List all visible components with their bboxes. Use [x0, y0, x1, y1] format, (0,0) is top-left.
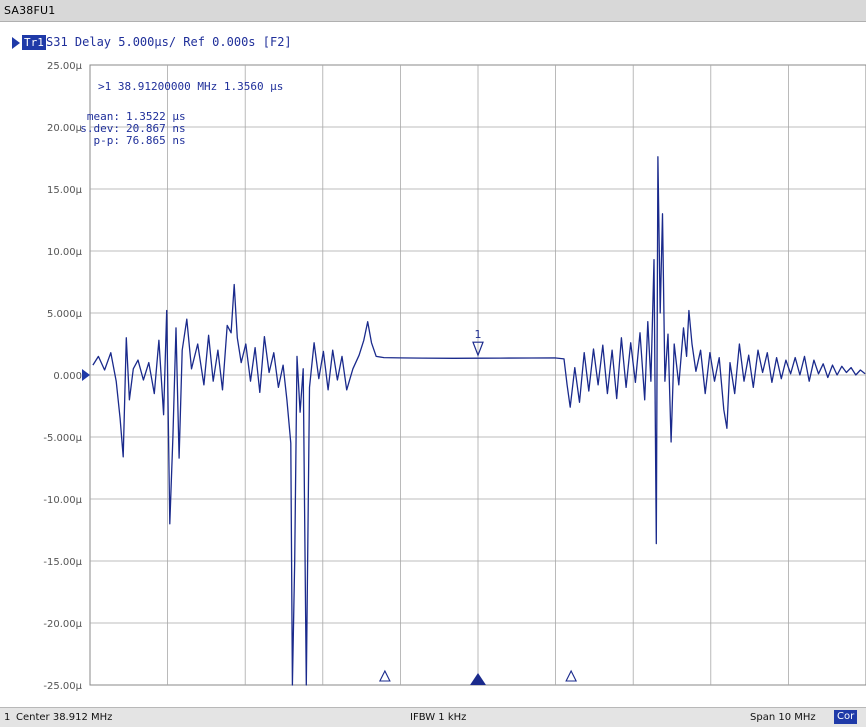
marker-1-label: 1	[475, 328, 482, 341]
trace-header[interactable]: Tr1 S31 Delay 5.000µs/ Ref 0.000s [F2]	[0, 32, 866, 54]
marker-readout-line: >1 38.91200000 MHz 1.3560 µs	[98, 80, 283, 93]
center-marker-icon	[470, 673, 486, 685]
trace-line	[92, 156, 866, 686]
y-tick-label: 20.00µ	[47, 123, 83, 134]
y-tick-label: -10.00µ	[43, 495, 82, 506]
stat-sdev-label: s.dev:	[80, 122, 120, 135]
stat-sdev-value: 20.867 ns	[126, 122, 186, 135]
marker-1-triangle-icon	[472, 341, 484, 357]
stat-mean-value: 1.3522 µs	[126, 110, 186, 123]
y-tick-label: 5.000µ	[47, 309, 83, 320]
bottom-marker-outline-icon	[378, 669, 391, 682]
window-title-bar: SA38FU1	[0, 0, 866, 22]
status-bar: 1 Center 38.912 MHz IFBW 1 kHz Span 10 M…	[0, 707, 866, 727]
y-tick-label: -15.00µ	[43, 557, 82, 568]
correction-badge[interactable]: Cor	[834, 710, 858, 724]
y-tick-label: -25.00µ	[43, 681, 82, 692]
channel-number[interactable]: 1	[4, 712, 11, 723]
ifbw-setting[interactable]: IFBW 1 kHz	[410, 712, 467, 723]
y-tick-label: 15.00µ	[47, 185, 83, 196]
y-tick-label: 25.00µ	[47, 61, 83, 72]
trace-header-text[interactable]: S31 Delay 5.000µs/ Ref 0.000s [F2]	[46, 35, 292, 49]
y-tick-label: 0.000	[53, 371, 82, 382]
span-setting[interactable]: Span 10 MHz	[750, 712, 816, 723]
stat-pp-value: 76.865 ns	[126, 134, 186, 147]
reference-level-arrow-icon	[82, 369, 90, 381]
y-tick-label: -20.00µ	[43, 619, 82, 630]
trace-series	[82, 156, 866, 686]
active-trace-arrow-icon	[12, 37, 20, 49]
bottom-marker-outline-icon	[565, 669, 578, 682]
window-title: SA38FU1	[4, 4, 56, 17]
y-tick-label: 10.00µ	[47, 247, 83, 258]
stat-mean-label: mean:	[87, 110, 120, 123]
marker-readout: >1 38.91200000 MHz 1.3560 µs mean: 1.352…	[80, 80, 283, 147]
trace-badge[interactable]: Tr1	[22, 35, 46, 50]
center-frequency[interactable]: Center 38.912 MHz	[16, 712, 113, 723]
markers: 1	[378, 328, 578, 685]
grid	[90, 65, 866, 685]
stat-pp-label: p-p:	[94, 134, 121, 147]
y-tick-label: -5.000µ	[43, 433, 82, 444]
y-axis-ticks: 25.00µ 20.00µ 15.00µ 10.00µ 5.000µ 0.000 -5.00…	[43, 61, 82, 692]
chart-plot[interactable]: 25.00µ 20.00µ 15.00µ 10.00µ 5.000µ 0.000 -5.00…	[0, 55, 866, 705]
